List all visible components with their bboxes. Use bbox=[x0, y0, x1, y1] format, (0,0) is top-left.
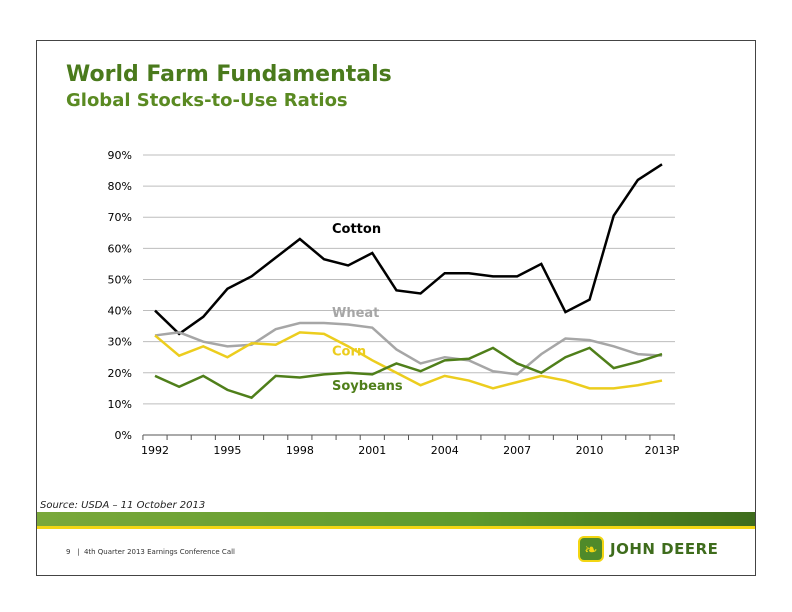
john-deere-logo: ❧ JOHN DEERE bbox=[578, 536, 718, 562]
series-label-corn: Corn bbox=[332, 345, 366, 360]
y-tick-label: 30% bbox=[108, 336, 132, 349]
x-tick-label: 2013P bbox=[645, 444, 680, 457]
deer-icon: ❧ bbox=[578, 536, 604, 562]
slide-title: World Farm Fundamentals bbox=[66, 62, 392, 87]
y-tick-label: 90% bbox=[108, 149, 132, 162]
series-line-cotton bbox=[154, 163, 663, 336]
y-tick-label: 80% bbox=[108, 180, 132, 193]
y-tick-label: 10% bbox=[108, 398, 132, 411]
x-tick-label: 1995 bbox=[213, 444, 241, 457]
series-label-cotton: Cotton bbox=[332, 222, 381, 237]
x-tick-label: 1998 bbox=[286, 444, 314, 457]
y-tick-label: 20% bbox=[108, 367, 132, 380]
y-tick-label: 40% bbox=[108, 305, 132, 318]
source-note: Source: USDA – 11 October 2013 bbox=[40, 500, 206, 511]
x-tick-label: 1992 bbox=[141, 444, 169, 457]
footer-text: 9 | 4th Quarter 2013 Earnings Conference… bbox=[66, 548, 235, 556]
slide-subtitle: Global Stocks-to-Use Ratios bbox=[66, 90, 348, 111]
y-tick-label: 60% bbox=[108, 242, 132, 255]
decorative-band bbox=[37, 512, 755, 529]
x-tick-label: 2010 bbox=[576, 444, 604, 457]
slide bbox=[36, 40, 756, 576]
series-label-wheat: Wheat bbox=[332, 306, 379, 321]
y-tick-label: 50% bbox=[108, 273, 132, 286]
x-tick-label: 2007 bbox=[503, 444, 531, 457]
x-tick-label: 2004 bbox=[431, 444, 459, 457]
series-line-wheat bbox=[154, 321, 663, 376]
logo-text: JOHN DEERE bbox=[610, 540, 719, 558]
series-line-corn bbox=[154, 331, 663, 390]
series-line-soybeans bbox=[154, 346, 663, 400]
y-tick-label: 70% bbox=[108, 211, 132, 224]
y-tick-label: 0% bbox=[115, 429, 132, 442]
x-tick-label: 2001 bbox=[358, 444, 386, 457]
series-label-soybeans: Soybeans bbox=[332, 379, 403, 394]
